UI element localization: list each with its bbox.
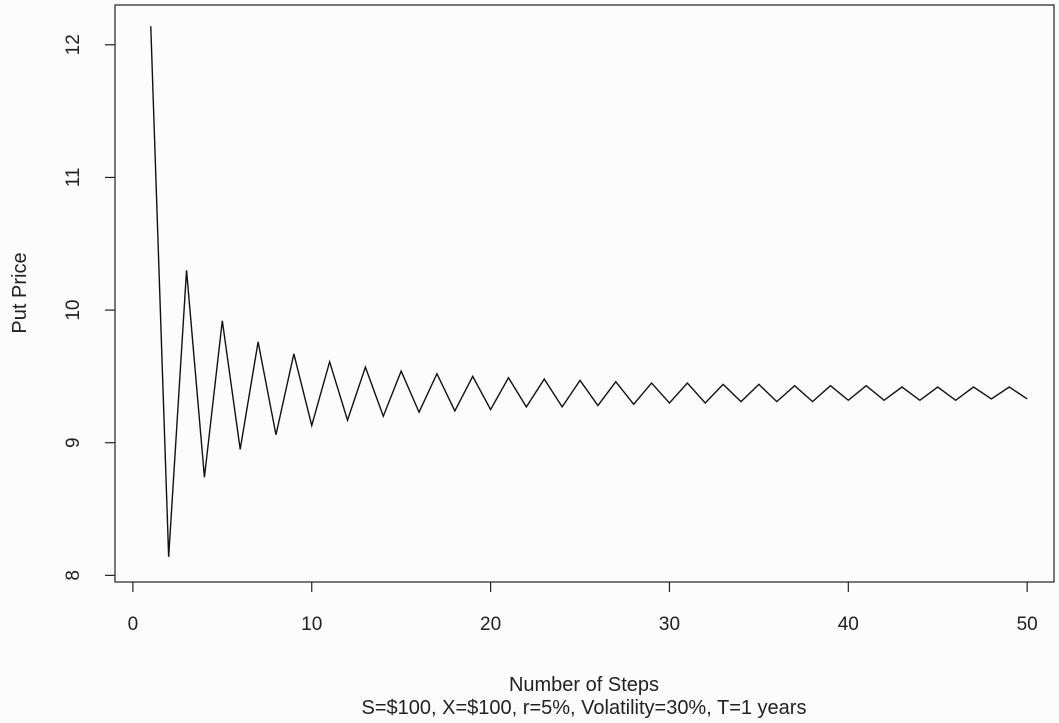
series-line: [150, 26, 1028, 557]
y-axis: 8 9 10 11 12: [63, 34, 115, 581]
x-tick-label: 10: [301, 614, 322, 635]
y-tick-label: 10: [63, 300, 84, 321]
x-tick-label: 40: [838, 614, 859, 635]
x-tick-label: 30: [659, 614, 680, 635]
x-axis-label: Number of Steps: [509, 674, 659, 696]
y-axis-label: Put Price: [9, 252, 31, 333]
chart-subtitle: S=$100, X=$100, r=5%, Volatility=30%, T=…: [362, 697, 807, 719]
x-tick-label: 20: [480, 614, 501, 635]
plot-frame: [114, 4, 1055, 583]
y-tick-label: 11: [63, 168, 84, 188]
x-axis: 0 10 20 30 40 50: [128, 582, 1038, 635]
x-tick-label: 50: [1017, 614, 1038, 635]
y-tick-label: 9: [63, 437, 84, 448]
y-tick-label: 8: [63, 570, 84, 581]
x-tick-label: 0: [128, 614, 139, 635]
y-tick-label: 12: [63, 34, 84, 55]
